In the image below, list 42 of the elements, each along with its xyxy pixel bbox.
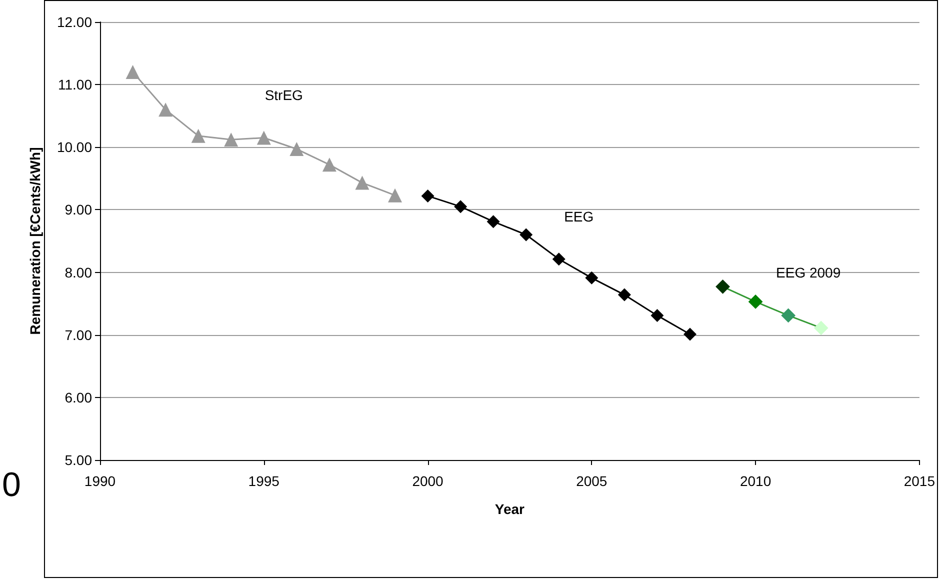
point: [716, 280, 730, 294]
point: [486, 215, 500, 228]
point: [322, 158, 336, 172]
y-tick-label: 8.00: [64, 264, 92, 280]
point: [618, 288, 631, 302]
y-tick-label: 9.00: [64, 202, 92, 218]
point: [683, 328, 696, 341]
x-tick-label: 1990: [84, 473, 116, 489]
y-tick-label: 5.00: [64, 452, 92, 468]
point: [748, 294, 763, 309]
text: EEG: [564, 208, 594, 225]
point: [585, 271, 598, 284]
series-label: EEG 2009: [776, 264, 841, 280]
point: [224, 132, 238, 147]
point: [388, 188, 402, 202]
y-tick-label: 11.00: [58, 76, 92, 93]
point: [355, 176, 370, 190]
point: [126, 65, 140, 80]
point: [814, 320, 828, 335]
point: [454, 200, 468, 214]
point: [520, 228, 533, 242]
y-tick-label: 10.00: [56, 139, 92, 156]
y-tick-label: 12.00: [56, 14, 92, 30]
x-axis-title: Year: [494, 501, 526, 517]
y-axis-title: Remuneration [€Cents/kWh]: [27, 147, 43, 335]
x-tick-label: 2010: [740, 473, 772, 489]
x-tick-label: 2015: [904, 473, 936, 489]
x-tick-label: 2000: [412, 473, 444, 489]
text: StrEG: [264, 86, 303, 103]
y-tick-label: 6.00: [64, 389, 92, 406]
text: 0: [2, 466, 21, 505]
point: [191, 128, 206, 143]
point: [650, 308, 664, 322]
point: [552, 252, 566, 266]
point: [256, 130, 271, 145]
y-tick-label: 7.00: [64, 326, 92, 343]
point: [781, 308, 796, 322]
point: [158, 102, 173, 117]
point: [421, 189, 434, 202]
x-tick-label: 1995: [248, 473, 280, 489]
x-tick-label: 2005: [576, 473, 608, 489]
point: [290, 142, 304, 156]
